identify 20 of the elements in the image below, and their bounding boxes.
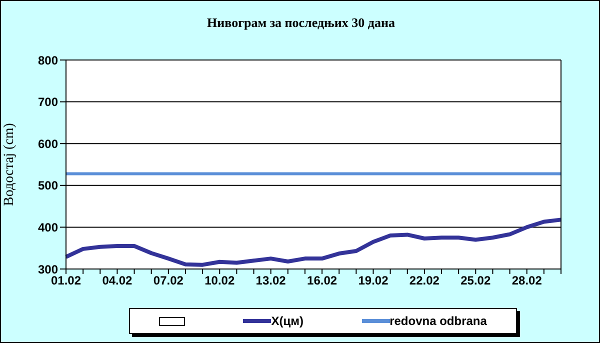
x-tick-label: 28.02 [512, 274, 542, 288]
y-tick-label: 500 [38, 178, 58, 193]
y-tick-label: 300 [38, 262, 58, 276]
x-tick-label: 16.02 [307, 274, 338, 288]
x-tick-label: 10.02 [204, 274, 235, 288]
y-tick-label: 400 [38, 220, 58, 234]
x-tick-label: 07.02 [153, 274, 184, 288]
y-axis-title: Водостај (cm) [2, 122, 17, 206]
x-tick-label: 22.02 [409, 274, 440, 288]
y-tick-label: 600 [38, 136, 58, 151]
chart-title: Нивограм за последњих 30 дана [206, 15, 396, 31]
x-tick-label: 13.02 [256, 274, 286, 288]
legend-label: redovna odbrana [390, 314, 487, 328]
y-tick-label: 700 [38, 95, 58, 110]
y-tick-label: 800 [38, 53, 58, 68]
x-tick-label: 19.02 [358, 274, 389, 288]
x-tick-label: 01.02 [50, 274, 82, 288]
x-tick-label: 04.02 [102, 274, 133, 288]
x-tick-label: 25.02 [460, 274, 491, 288]
legend-label: X(цм) [271, 314, 304, 328]
